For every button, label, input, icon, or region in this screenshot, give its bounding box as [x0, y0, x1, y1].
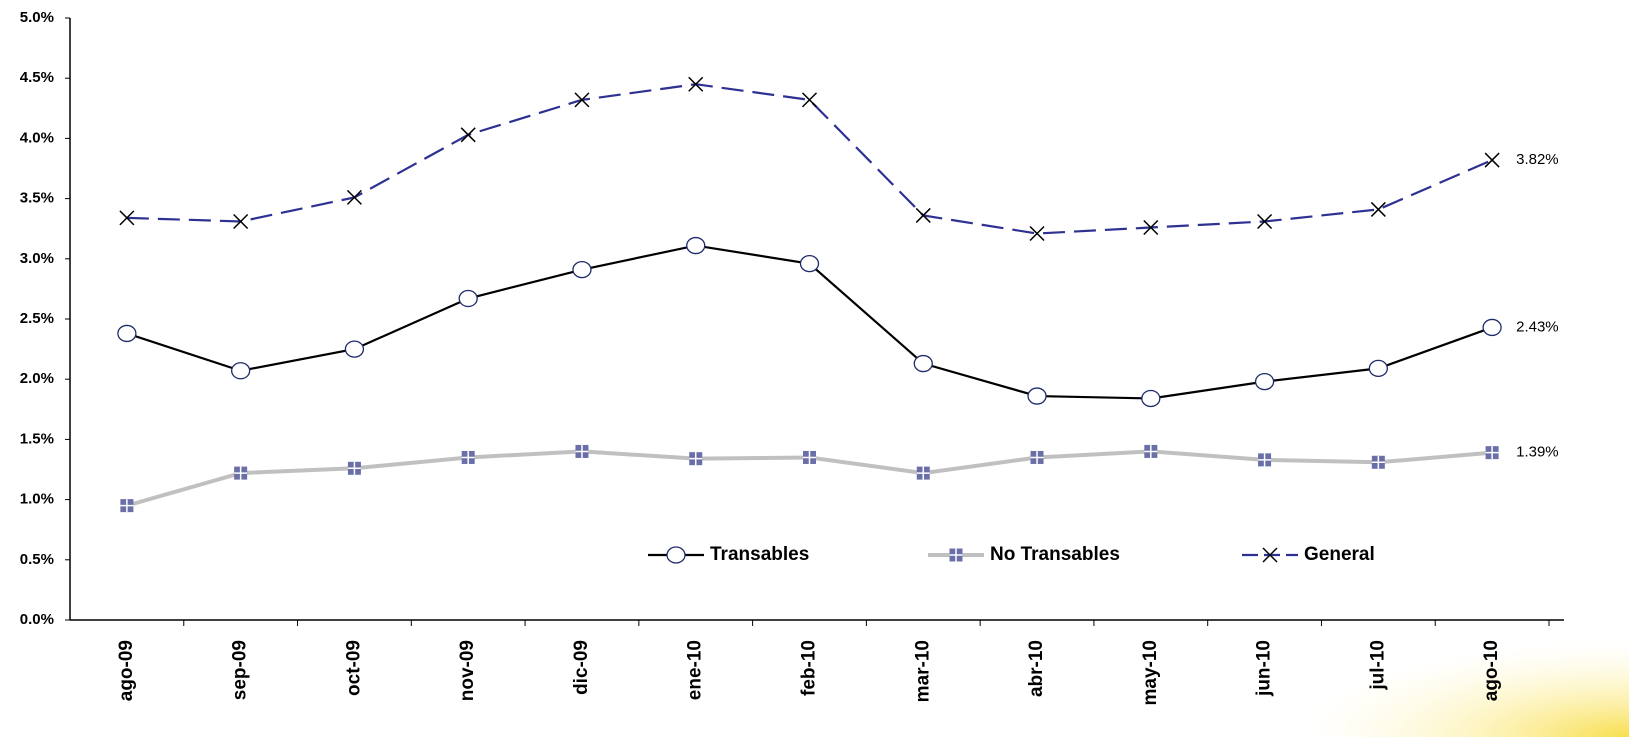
marker	[1368, 359, 1388, 378]
marker-cross	[1258, 453, 1272, 467]
legend-label: Transables	[710, 544, 809, 565]
marker-cross	[1371, 455, 1385, 469]
marker	[1484, 152, 1500, 168]
marker	[231, 362, 251, 380]
marker	[572, 260, 592, 279]
marker	[347, 461, 361, 475]
marker	[1030, 450, 1044, 464]
marker	[1141, 389, 1161, 408]
marker	[1371, 455, 1385, 469]
marker-cross	[1485, 446, 1499, 460]
x-tick-label: sep-09	[230, 640, 251, 700]
series: 2.43%	[117, 236, 1559, 408]
x-tick-label: ago-09	[116, 640, 137, 701]
value-label: 1.39%	[1516, 444, 1559, 461]
marker	[1254, 372, 1275, 391]
marker	[119, 210, 135, 226]
marker	[234, 466, 248, 480]
marker	[1144, 444, 1158, 458]
x-tick-label: feb-10	[799, 640, 820, 696]
marker	[344, 340, 365, 358]
marker-cross	[949, 548, 963, 562]
y-tick-label: 2.5%	[20, 310, 54, 327]
y-tick-label: 4.5%	[20, 69, 54, 86]
marker	[1485, 446, 1499, 460]
series: 3.82%	[119, 76, 1559, 242]
marker	[949, 548, 963, 562]
marker-cross	[461, 450, 475, 464]
marker	[688, 76, 704, 92]
value-label: 3.82%	[1516, 151, 1559, 168]
marker	[686, 236, 706, 255]
series: 1.39%	[120, 444, 1559, 513]
marker	[915, 207, 931, 223]
marker	[799, 254, 820, 273]
y-tick-label: 0.0%	[20, 611, 54, 628]
background-glow	[1300, 640, 1629, 737]
x-tick-label: jun-10	[1254, 640, 1275, 697]
x-tick-label: mar-10	[912, 640, 933, 702]
marker	[689, 452, 703, 466]
marker	[1482, 318, 1502, 337]
marker	[233, 213, 249, 230]
y-tick-label: 5.0%	[20, 9, 54, 26]
x-tick-label: ene-10	[685, 640, 706, 700]
marker	[1258, 453, 1272, 467]
marker	[666, 546, 686, 564]
marker	[1029, 225, 1045, 242]
marker	[574, 92, 590, 108]
marker-cross	[347, 461, 361, 475]
y-tick-label: 1.5%	[20, 430, 54, 447]
marker	[120, 499, 134, 513]
y-tick-label: 4.0%	[20, 129, 54, 146]
marker	[1027, 387, 1047, 405]
marker	[1262, 547, 1278, 563]
marker	[460, 127, 476, 143]
x-tick-label: nov-09	[457, 640, 478, 701]
marker	[346, 189, 362, 205]
x-tick-label: jul-10	[1367, 640, 1388, 691]
marker	[461, 450, 475, 464]
marker	[801, 92, 818, 108]
marker	[1143, 219, 1159, 236]
marker-cross	[689, 452, 703, 466]
marker-cross	[1030, 450, 1044, 464]
marker	[1370, 201, 1386, 217]
marker-cross	[120, 499, 134, 513]
y-tick-label: 0.5%	[20, 551, 54, 568]
y-tick-label: 3.5%	[20, 190, 54, 207]
y-tick-label: 3.0%	[20, 250, 54, 267]
marker-cross	[234, 466, 248, 480]
x-tick-label: dic-09	[571, 640, 592, 695]
marker	[1257, 213, 1273, 230]
y-tick-label: 2.0%	[20, 370, 54, 387]
marker	[916, 466, 930, 480]
legend-label: No Transables	[990, 544, 1120, 565]
marker	[117, 324, 137, 343]
marker-cross	[575, 444, 589, 458]
marker	[803, 450, 816, 464]
y-tick-label: 1.0%	[20, 491, 54, 508]
marker-cross	[1144, 444, 1158, 458]
x-tick-label: abr-10	[1026, 640, 1047, 697]
x-tick-label: may-10	[1140, 640, 1161, 706]
value-label: 2.43%	[1516, 318, 1559, 335]
marker-cross	[916, 466, 930, 480]
x-tick-label: ago-10	[1481, 640, 1502, 701]
series-line	[126, 83, 1493, 235]
marker	[913, 354, 933, 373]
marker	[458, 289, 478, 308]
legend-label: General	[1304, 544, 1375, 565]
marker	[575, 444, 589, 458]
marker-cross	[803, 450, 816, 464]
x-tick-label: oct-09	[343, 640, 364, 696]
